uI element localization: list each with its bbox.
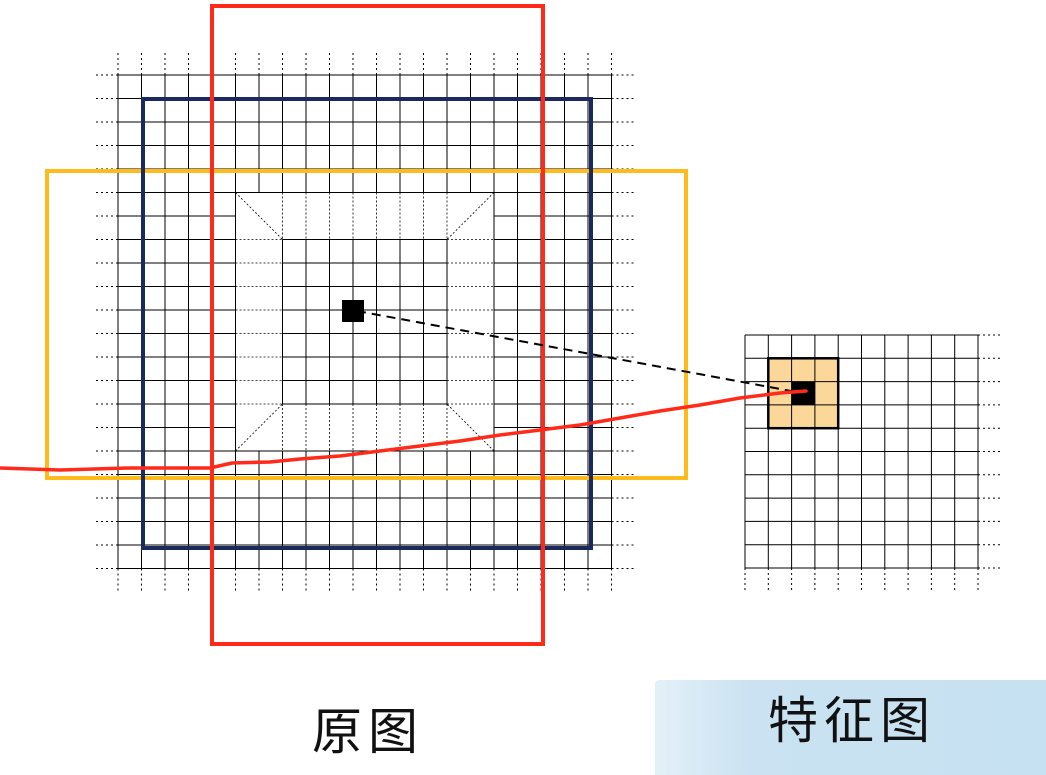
original-image-label: 原图 — [312, 703, 424, 761]
source-pixel — [342, 300, 364, 322]
red-trace-line — [0, 389, 808, 472]
sliding-windows — [45, 4, 688, 646]
inner-receptive-region — [235, 192, 495, 452]
inner-corner-diagonal — [446, 192, 495, 240]
original-image-grid — [117, 74, 612, 569]
inner-corner-diagonal — [235, 192, 283, 240]
orange-window — [45, 169, 688, 480]
red-window — [210, 4, 545, 646]
inner-corner-diagonal — [235, 403, 283, 452]
inner-corner-diagonal — [446, 403, 495, 452]
original-image-grid-dotted-edges — [96, 53, 634, 591]
dashed-mapping-line — [356, 310, 804, 395]
caption-highlight-band — [655, 680, 1046, 775]
blue-window — [141, 97, 593, 550]
feature-map-label: 特征图 — [768, 692, 936, 750]
mapping-connectors — [0, 310, 808, 472]
feature-map-grid — [744, 334, 1000, 590]
